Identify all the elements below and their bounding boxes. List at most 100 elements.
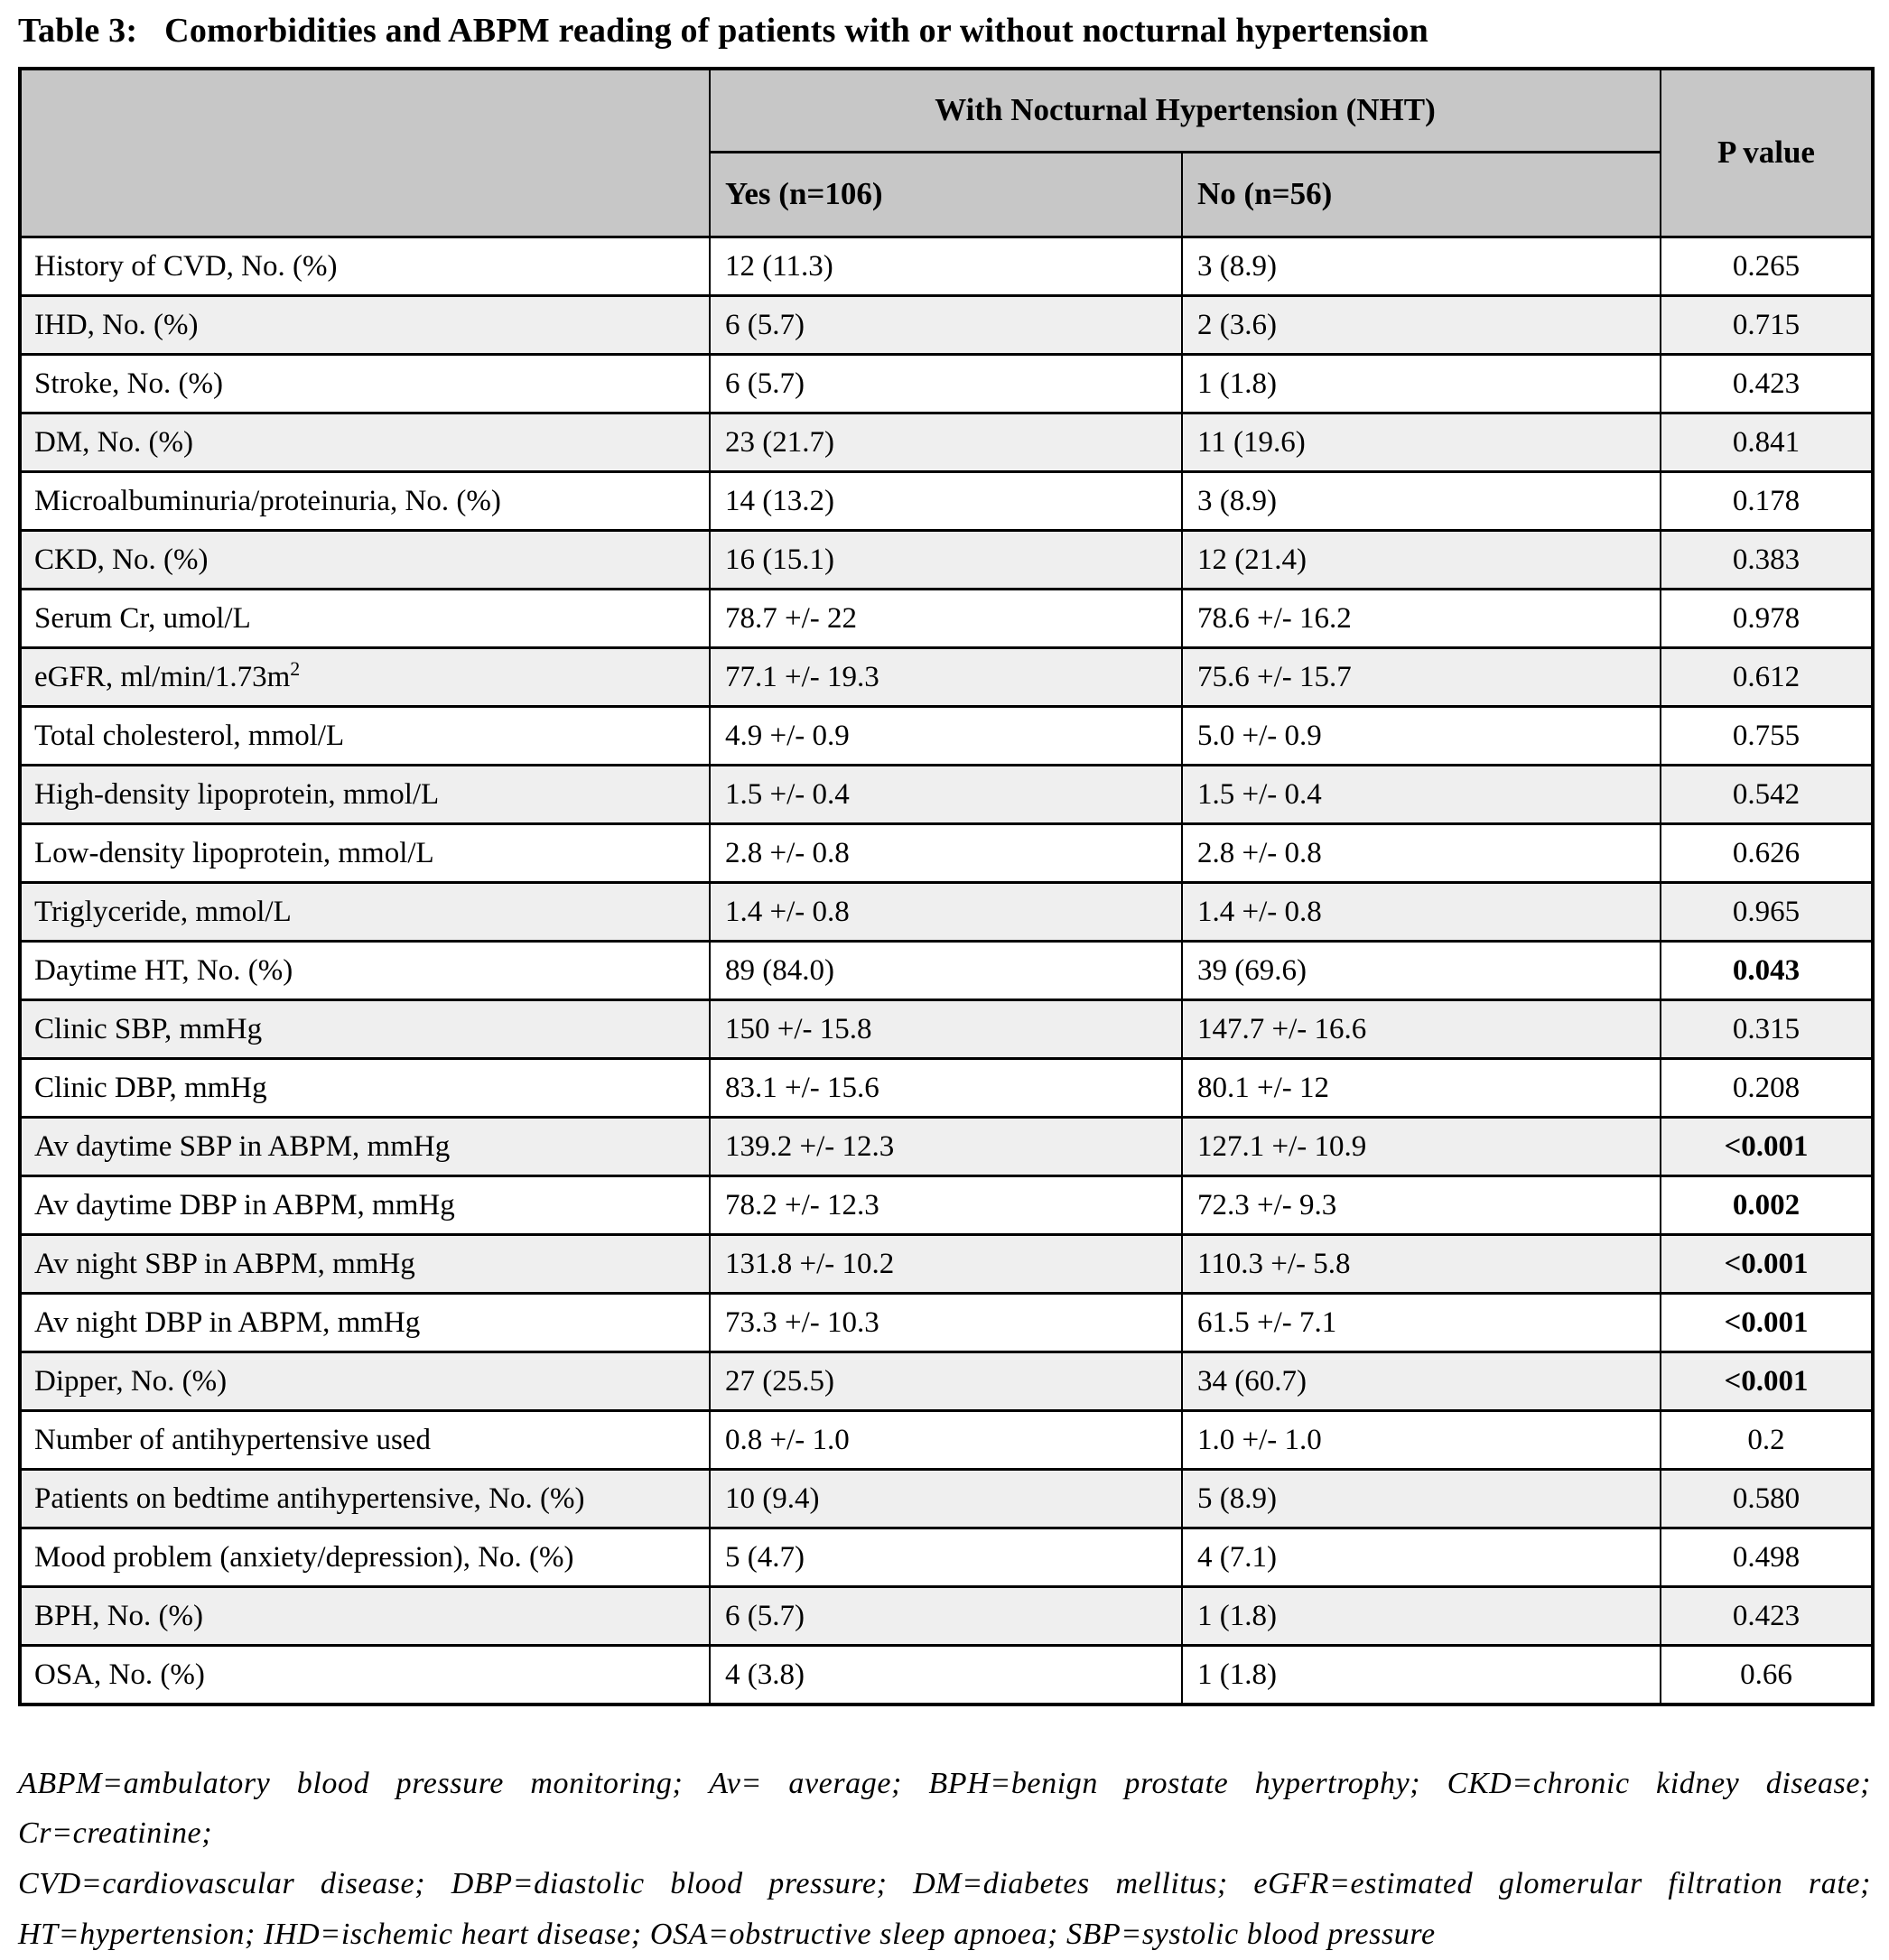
p-value-cell: <0.001: [1660, 1232, 1874, 1295]
p-value-cell: 0.315: [1660, 998, 1874, 1060]
p-value-cell: 0.978: [1660, 587, 1874, 649]
yes-value-cell: 1.4 +/- 0.8: [709, 880, 1183, 943]
p-value-cell: 0.580: [1660, 1467, 1874, 1529]
yes-value-cell: 10 (9.4): [709, 1467, 1183, 1529]
footnote-line: HT=hypertension; IHD=ischemic heart dise…: [18, 1917, 1436, 1951]
table-row: Number of antihypertensive used 0.8 +/- 1…: [19, 1408, 1874, 1471]
table-title: Table 3: Comorbidities and ABPM reading o…: [18, 11, 1871, 51]
no-value-cell: 1 (1.8): [1181, 1584, 1661, 1647]
p-value-cell: 0.265: [1660, 235, 1874, 297]
p-value-cell: <0.001: [1660, 1291, 1874, 1353]
yes-value-cell: 78.7 +/- 22: [709, 587, 1183, 649]
yes-value-cell: 23 (21.7): [709, 411, 1183, 473]
p-value-header: P value: [1660, 67, 1874, 238]
p-value-cell: 0.755: [1660, 704, 1874, 766]
yes-value-cell: 89 (84.0): [709, 939, 1183, 1001]
yes-value-cell: 4.9 +/- 0.9: [709, 704, 1183, 766]
no-value-cell: 1.5 +/- 0.4: [1181, 763, 1661, 825]
corner-empty-cell: [19, 67, 711, 238]
table-row: Dipper, No. (%) 27 (25.5) 34 (60.7) <0.001: [19, 1350, 1874, 1412]
table-row: Av daytime DBP in ABPM, mmHg 78.2 +/- 12.…: [19, 1174, 1874, 1236]
row-label-cell: eGFR, ml/min/1.73m2: [19, 646, 711, 708]
row-label-cell: IHD, No. (%): [19, 293, 711, 356]
table-title-text: Comorbidities and ABPM reading of patien…: [164, 12, 1428, 50]
table-row: Serum Cr, umol/L 78.7 +/- 22 78.6 +/- 16.2…: [19, 587, 1874, 649]
table-row: eGFR, ml/min/1.73m2 77.1 +/- 19.3 75.6 +/-…: [19, 646, 1874, 708]
no-value-cell: 1.4 +/- 0.8: [1181, 880, 1661, 943]
yes-value-cell: 2.8 +/- 0.8: [709, 822, 1183, 884]
no-value-cell: 2.8 +/- 0.8: [1181, 822, 1661, 884]
no-value-cell: 5.0 +/- 0.9: [1181, 704, 1661, 766]
table-row: Stroke, No. (%) 6 (5.7) 1 (1.8) 0.423: [19, 352, 1874, 414]
yes-value-cell: 27 (25.5): [709, 1350, 1183, 1412]
footnote-line: CVD=cardiovascular disease; DBP=diastoli…: [18, 1867, 1871, 1900]
p-value-cell: 0.423: [1660, 1584, 1874, 1647]
row-label-cell: CKD, No. (%): [19, 528, 711, 590]
footnote-line: ABPM=ambulatory blood pressure monitorin…: [18, 1766, 1871, 1851]
p-value-cell: 0.841: [1660, 411, 1874, 473]
yes-value-cell: 73.3 +/- 10.3: [709, 1291, 1183, 1353]
row-label-cell: Daytime HT, No. (%): [19, 939, 711, 1001]
column-header-yes: Yes (n=106): [709, 150, 1183, 238]
row-label-cell: Av daytime DBP in ABPM, mmHg: [19, 1174, 711, 1236]
yes-value-cell: 139.2 +/- 12.3: [709, 1115, 1183, 1177]
no-value-cell: 1 (1.8): [1181, 352, 1661, 414]
row-label-cell: Av night SBP in ABPM, mmHg: [19, 1232, 711, 1295]
row-label-cell: Clinic DBP, mmHg: [19, 1056, 711, 1119]
row-label-cell: High-density lipoprotein, mmol/L: [19, 763, 711, 825]
p-value-cell: 0.626: [1660, 822, 1874, 884]
no-value-cell: 39 (69.6): [1181, 939, 1661, 1001]
table-row: Clinic SBP, mmHg 150 +/- 15.8 147.7 +/- 16…: [19, 998, 1874, 1060]
row-label-cell: Microalbuminuria/proteinuria, No. (%): [19, 469, 711, 532]
no-value-cell: 3 (8.9): [1181, 469, 1661, 532]
row-label-cell: Triglyceride, mmol/L: [19, 880, 711, 943]
row-label-cell: Number of antihypertensive used: [19, 1408, 711, 1471]
p-value-cell: 0.965: [1660, 880, 1874, 943]
row-label-cell: BPH, No. (%): [19, 1584, 711, 1647]
yes-value-cell: 5 (4.7): [709, 1526, 1183, 1588]
no-value-cell: 1 (1.8): [1181, 1643, 1661, 1705]
no-value-cell: 78.6 +/- 16.2: [1181, 587, 1661, 649]
table-row: Total cholesterol, mmol/L 4.9 +/- 0.9 5.0 …: [19, 704, 1874, 766]
yes-value-cell: 14 (13.2): [709, 469, 1183, 532]
no-value-cell: 1.0 +/- 1.0: [1181, 1408, 1661, 1471]
table-row: High-density lipoprotein, mmol/L 1.5 +/- …: [19, 763, 1874, 825]
row-label-cell: Total cholesterol, mmol/L: [19, 704, 711, 766]
no-value-cell: 110.3 +/- 5.8: [1181, 1232, 1661, 1295]
no-value-cell: 34 (60.7): [1181, 1350, 1661, 1412]
row-label-cell: OSA, No. (%): [19, 1643, 711, 1705]
yes-value-cell: 6 (5.7): [709, 1584, 1183, 1647]
abbreviations-footnote: ABPM=ambulatory blood pressure monitorin…: [18, 1759, 1871, 1960]
yes-value-cell: 6 (5.7): [709, 352, 1183, 414]
table-row: History of CVD, No. (%) 12 (11.3) 3 (8.9) 0…: [19, 235, 1874, 297]
no-value-cell: 11 (19.6): [1181, 411, 1661, 473]
header-row-sub: Yes (n=106) No (n=56): [20, 150, 1873, 238]
yes-value-cell: 1.5 +/- 0.4: [709, 763, 1183, 825]
row-label-cell: DM, No. (%): [19, 411, 711, 473]
no-value-cell: 72.3 +/- 9.3: [1181, 1174, 1661, 1236]
table-row: Daytime HT, No. (%) 89 (84.0) 39 (69.6) 0.0…: [19, 939, 1874, 1001]
p-value-cell: <0.001: [1660, 1115, 1874, 1177]
table-body: History of CVD, No. (%) 12 (11.3) 3 (8.9) 0…: [19, 235, 1874, 1705]
table-row: OSA, No. (%) 4 (3.8) 1 (1.8) 0.66: [19, 1643, 1874, 1705]
no-value-cell: 4 (7.1): [1181, 1526, 1661, 1588]
no-value-cell: 80.1 +/- 12: [1181, 1056, 1661, 1119]
p-value-cell: 0.043: [1660, 939, 1874, 1001]
table-row: Mood problem (anxiety/depression), No. (…: [19, 1526, 1874, 1588]
table-row: DM, No. (%) 23 (21.7) 11 (19.6) 0.841: [19, 411, 1874, 473]
table-row: Av daytime SBP in ABPM, mmHg 139.2 +/- 12…: [19, 1115, 1874, 1177]
row-label-cell: Patients on bedtime antihypertensive, No…: [19, 1467, 711, 1529]
yes-value-cell: 0.8 +/- 1.0: [709, 1408, 1183, 1471]
row-label-cell: Low-density lipoprotein, mmol/L: [19, 822, 711, 884]
p-value-cell: 0.66: [1660, 1643, 1874, 1705]
row-label-cell: Av night DBP in ABPM, mmHg: [19, 1291, 711, 1353]
yes-value-cell: 131.8 +/- 10.2: [709, 1232, 1183, 1295]
yes-value-cell: 83.1 +/- 15.6: [709, 1056, 1183, 1119]
row-label-cell: Av daytime SBP in ABPM, mmHg: [19, 1115, 711, 1177]
group-header-nht: With Nocturnal Hypertension (NHT): [709, 67, 1661, 153]
no-value-cell: 75.6 +/- 15.7: [1181, 646, 1661, 708]
p-value-cell: 0.498: [1660, 1526, 1874, 1588]
row-label-cell: Dipper, No. (%): [19, 1350, 711, 1412]
table-row: Patients on bedtime antihypertensive, No…: [19, 1467, 1874, 1529]
p-value-cell: 0.178: [1660, 469, 1874, 532]
